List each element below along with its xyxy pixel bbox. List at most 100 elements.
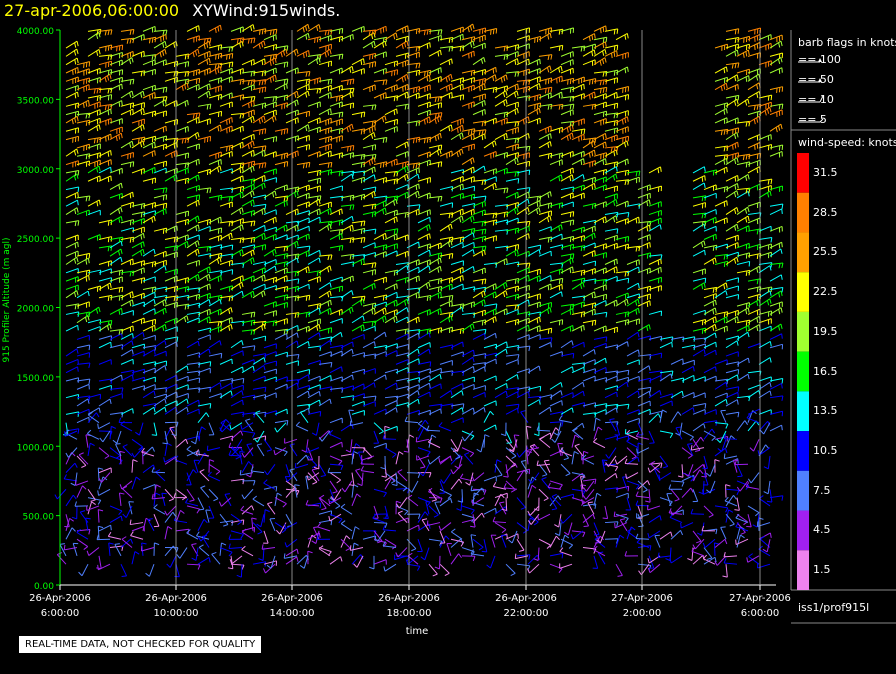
colorbar-swatch — [797, 311, 809, 352]
wind-barb — [219, 201, 233, 208]
wind-barb — [98, 69, 113, 76]
wind-barb — [197, 57, 211, 66]
wind-barb — [264, 463, 276, 476]
wind-barb — [307, 195, 322, 202]
wind-barb — [505, 374, 519, 382]
wind-barb — [527, 325, 541, 332]
wind-barb — [392, 472, 398, 487]
wind-barb — [153, 40, 167, 49]
wind-barb — [65, 110, 80, 118]
wind-barb — [615, 86, 630, 93]
wind-barb — [494, 258, 508, 265]
wind-barb — [745, 482, 760, 490]
wind-barb — [318, 307, 332, 315]
wind-barb — [494, 54, 509, 60]
wind-barb — [186, 116, 200, 124]
wind-barb — [428, 76, 442, 83]
wind-barb — [604, 50, 618, 59]
wind-barb — [626, 266, 640, 274]
wind-barb — [87, 501, 96, 515]
wind-barb — [340, 91, 354, 99]
wind-barb — [395, 307, 409, 315]
wind-barb — [340, 224, 354, 232]
wind-barb — [571, 530, 586, 538]
wind-barb — [723, 453, 738, 460]
wind-barb — [76, 153, 91, 160]
wind-barb — [758, 190, 772, 199]
wind-barb — [736, 174, 750, 182]
wind-barb — [560, 167, 574, 175]
wind-barb — [549, 268, 563, 275]
wind-barb — [736, 43, 750, 51]
wind-barb — [505, 206, 519, 215]
wind-barb — [516, 250, 530, 258]
wind-barb — [582, 368, 596, 374]
wind-barb — [241, 84, 255, 91]
x-tick-date: 26-Apr-2006 — [495, 593, 557, 604]
wind-barb — [131, 459, 138, 473]
wind-barb — [353, 555, 364, 568]
wind-barb — [571, 192, 585, 200]
wind-barb — [645, 489, 651, 503]
wind-barb — [395, 352, 410, 358]
wind-barb — [348, 472, 355, 486]
wind-barb — [483, 316, 497, 324]
wind-barb — [153, 143, 167, 150]
wind-barb — [175, 398, 189, 407]
wind-barb — [197, 118, 211, 125]
wind-barb — [307, 303, 322, 310]
wind-barb — [230, 530, 244, 539]
wind-barb — [373, 67, 387, 75]
wind-barb — [439, 277, 453, 284]
wind-barb — [538, 327, 553, 334]
wind-barb — [76, 269, 91, 276]
wind-barb — [329, 376, 343, 382]
wind-barb — [714, 117, 728, 124]
wind-barb — [362, 104, 377, 111]
wind-barb — [340, 170, 355, 177]
wind-barb — [471, 472, 485, 482]
wind-barb — [186, 563, 201, 570]
wind-barb — [383, 505, 389, 519]
wind-barb — [329, 556, 343, 565]
wind-barb — [241, 528, 254, 540]
wind-barb — [142, 464, 156, 474]
wind-barb — [296, 454, 309, 465]
wind-barb — [318, 254, 333, 261]
wind-barb — [131, 343, 145, 350]
wind-barb — [625, 429, 639, 440]
wind-barb — [362, 325, 376, 332]
wind-barb — [675, 426, 683, 440]
wind-barb — [537, 513, 551, 521]
wind-barb — [87, 442, 95, 457]
wind-barb — [503, 483, 518, 490]
wind-barb — [758, 310, 773, 317]
wind-barb — [64, 430, 78, 437]
wind-barb — [98, 236, 113, 243]
wind-barb — [131, 118, 145, 126]
wind-barb — [373, 442, 387, 449]
wind-barb — [307, 323, 321, 332]
wind-barb — [340, 503, 353, 515]
wind-barb — [296, 283, 310, 290]
wind-barb — [348, 409, 354, 423]
wind-barb — [615, 110, 629, 117]
wind-barb — [505, 285, 520, 292]
wind-barb — [395, 52, 410, 59]
wind-barb — [318, 29, 333, 36]
wind-barb — [131, 107, 145, 116]
wind-barb — [747, 472, 760, 484]
wind-barb — [186, 158, 200, 166]
wind-barb — [758, 517, 764, 531]
wind-barb — [230, 384, 244, 391]
wind-barb — [230, 399, 244, 407]
wind-barb — [98, 524, 112, 532]
wind-barb — [289, 468, 298, 482]
wind-barb — [757, 521, 771, 527]
wind-barb — [131, 551, 140, 565]
wind-barb — [253, 430, 265, 443]
wind-barb — [450, 77, 465, 84]
wind-barb — [373, 244, 388, 251]
wind-barb — [714, 43, 728, 51]
wind-barb — [120, 219, 135, 226]
